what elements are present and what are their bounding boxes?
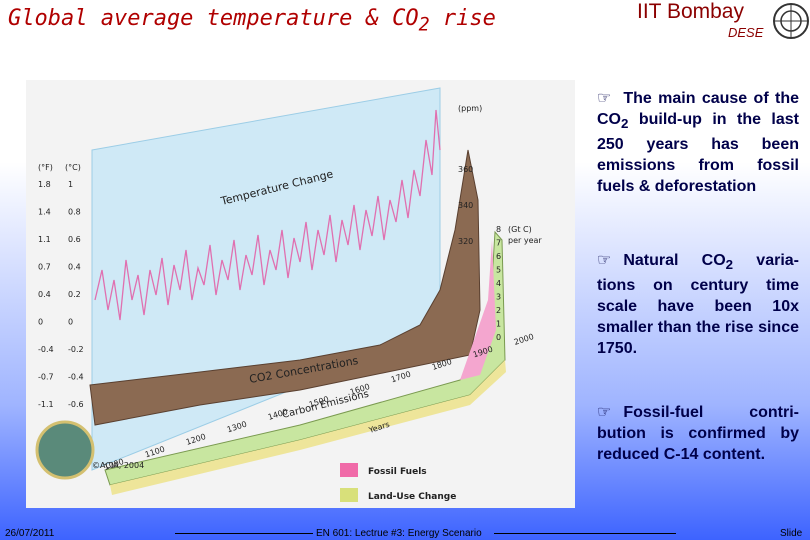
bullet-symbol: ☞ [597,90,612,107]
bullet-symbol: ☞ [597,252,612,269]
tick-label: -1.1 [38,400,54,409]
tick-label: 2 [496,306,501,315]
landuse-band [110,360,506,495]
tick-label: 7 [496,239,501,248]
legend-label: Fossil Fuels [368,467,427,477]
title: Global average temperature & CO2 rise [8,6,496,35]
bullet: ☞ The main cause of the CO2 build-up in t… [597,88,799,197]
footer-course: EN 601: Lectrue #3: Energy Scenario [316,528,482,539]
tick-label: 0.4 [38,290,51,299]
bullet-text: Fossil-fuel contri-bution is confirmed b… [597,404,799,463]
institute: IIT Bombay [637,0,744,23]
tick-label: 1.4 [38,208,51,217]
bullet-text: build-up in the last 250 years has been … [597,111,799,196]
tick-label: 6 [496,252,501,261]
temperature-line [94,109,441,321]
tick-label: 0.7 [38,263,51,272]
tick-label: 0 [496,333,501,342]
bullet-text: Natural CO [623,252,726,269]
legend-label: Land-Use Change [368,492,456,502]
tick-label: 0.2 [68,290,81,299]
footer-date: 26/07/2011 [5,528,55,539]
bullet: ☞ Fossil-fuel contri-bution is confirmed … [597,402,799,465]
bullet-text: The main cause of the CO [597,90,799,128]
fossil-band [460,240,496,380]
department: DESE [728,25,764,40]
legend-swatch [340,463,358,477]
title-text: Global average temperature & CO [8,6,419,31]
tick-label: 3 [496,293,501,302]
tick-label: -0.7 [38,373,54,382]
tick-label: 0.6 [68,235,81,244]
footer-rule [175,533,313,534]
tick-label: 1 [496,320,501,329]
tick-label: 5 [496,266,501,275]
tick-label: -0.4 [38,345,54,354]
tick-label: 8 [496,225,501,234]
unit-label: (ppm) [458,104,482,113]
legend-swatch [340,488,358,502]
tick-label: 1 [68,180,73,189]
tick-label: -0.4 [68,373,84,382]
footer-slide: Slide [780,528,803,539]
unit-label: (Gt C) [508,225,532,234]
tick-label: 1.8 [38,180,51,189]
tick-label: 0 [68,318,73,327]
bullet: ☞ Natural CO2 varia-tions on century time… [597,250,799,359]
bullet-text: varia-tions on century time scale have b… [597,252,799,358]
tick-label: 340 [458,201,473,210]
logo [773,3,809,39]
acia-logo [35,420,95,480]
unit-label: (°F) [38,163,53,172]
unit-label: per year [508,236,542,245]
tick-label: 0 [38,318,43,327]
tick-label: 0.8 [68,208,81,217]
title-sub: 2 [418,14,430,36]
tick-label: 4 [496,279,501,288]
bullet-sub: 2 [725,257,734,273]
footer-rule [494,533,676,534]
bullet-sub: 2 [621,116,629,132]
credit: ©ACIA, 2004 [92,461,144,470]
co2-wall [89,149,481,426]
tick-label: -0.2 [68,345,84,354]
tick-label: 360 [458,165,473,174]
bullet-symbol: ☞ [597,404,612,421]
tick-label: 1.1 [38,235,51,244]
unit-label: (°C) [65,163,81,172]
title-text: rise [429,6,496,31]
tick-label: -0.6 [68,400,84,409]
tick-label: 320 [458,237,473,246]
tick-label: 0.4 [68,263,81,272]
